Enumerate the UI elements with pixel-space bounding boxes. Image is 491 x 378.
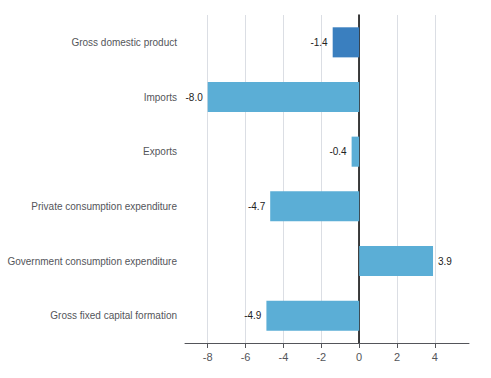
svg-text:Government consumption expendi: Government consumption expenditure [7, 256, 177, 267]
svg-text:3.9: 3.9 [438, 256, 452, 267]
svg-text:2: 2 [394, 351, 400, 363]
svg-text:Exports: Exports [143, 146, 177, 157]
svg-text:-8: -8 [203, 351, 213, 363]
svg-text:Private consumption expenditur: Private consumption expenditure [31, 201, 177, 212]
svg-text:-4.9: -4.9 [244, 310, 262, 321]
svg-text:-1.4: -1.4 [310, 37, 328, 48]
svg-text:Gross fixed capital formation: Gross fixed capital formation [50, 310, 177, 321]
svg-text:0: 0 [356, 351, 362, 363]
svg-text:-4: -4 [279, 351, 289, 363]
svg-text:-6: -6 [241, 351, 251, 363]
svg-text:-4.7: -4.7 [248, 201, 266, 212]
svg-text:-0.4: -0.4 [329, 146, 347, 157]
svg-text:Imports: Imports [144, 92, 177, 103]
svg-text:4: 4 [432, 351, 438, 363]
svg-text:Gross domestic product: Gross domestic product [71, 37, 177, 48]
svg-text:-2: -2 [316, 351, 326, 363]
svg-text:-8.0: -8.0 [185, 92, 203, 103]
